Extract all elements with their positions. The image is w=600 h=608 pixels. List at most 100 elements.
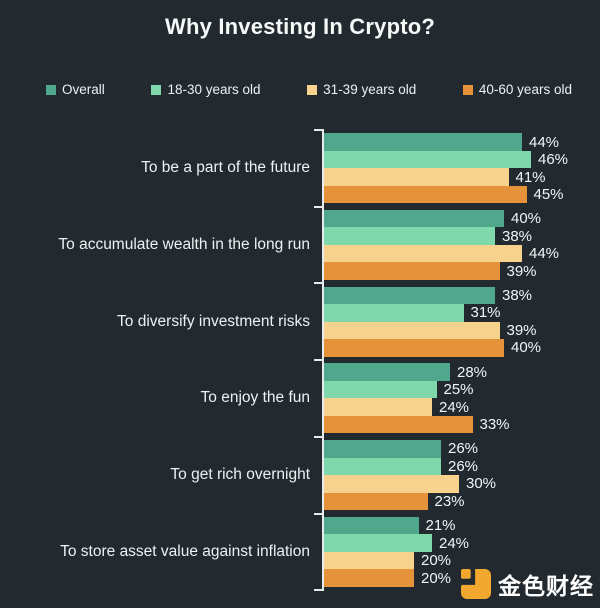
category-label: To be a part of the future — [141, 159, 310, 177]
value-label: 24% — [439, 398, 470, 416]
value-label: 40% — [511, 210, 542, 228]
axis-tick — [314, 129, 324, 131]
bar-group: To be a part of the future 44% 46% 41% 45% — [0, 130, 600, 207]
axis-tick — [314, 359, 324, 362]
watermark-text: 金色财经 — [498, 573, 594, 599]
bar-row: 39% — [324, 321, 541, 340]
bar-row: 20% — [324, 569, 469, 587]
legend-label: 40-60 years old — [478, 82, 572, 97]
bar-row: 46% — [324, 150, 569, 169]
legend-item: 40-60 years old — [462, 82, 572, 97]
bar — [324, 363, 450, 381]
bar — [324, 569, 414, 587]
bar-row: 44% — [324, 133, 568, 151]
bar — [324, 150, 531, 169]
bar-row: 20% — [324, 551, 469, 570]
value-label: 38% — [502, 227, 533, 245]
axis-tick — [314, 282, 324, 285]
legend-item: Overall — [46, 82, 105, 97]
value-label: 20% — [421, 569, 452, 587]
axis-tick — [314, 435, 324, 438]
bar — [324, 168, 509, 186]
legend-label: 31-39 years old — [323, 82, 417, 97]
bar-row: 26% — [324, 457, 496, 476]
bar — [324, 551, 414, 570]
bar — [324, 286, 495, 305]
value-label: 31% — [470, 304, 501, 322]
bar — [324, 209, 504, 228]
bar-stack: 28% 25% 24% 33% — [324, 363, 510, 434]
category-label: To diversify investment risks — [117, 312, 310, 330]
bar — [324, 133, 522, 151]
value-label: 39% — [506, 321, 537, 339]
legend-swatch-icon — [46, 84, 56, 95]
value-label: 21% — [425, 517, 456, 535]
bar — [324, 339, 504, 357]
bar — [324, 227, 495, 245]
bar-stack: 40% 38% 44% 39% — [324, 209, 560, 280]
bar-group: To diversify investment risks 38% 31% 39% 40… — [0, 283, 600, 360]
legend-swatch-icon — [462, 84, 473, 95]
bar — [324, 492, 428, 511]
bar — [324, 516, 419, 535]
bar-row: 26% — [324, 440, 496, 458]
legend-label: 18-30 years old — [167, 82, 261, 97]
value-label: 33% — [479, 416, 510, 434]
bar-group: To get rich overnight 26% 26% 30% 23% — [0, 437, 600, 514]
bar — [324, 440, 441, 458]
bar — [324, 185, 527, 204]
bar-row: 24% — [324, 398, 510, 416]
legend-swatch-icon — [151, 84, 162, 95]
value-label: 41% — [515, 168, 546, 186]
bar-row: 21% — [324, 516, 469, 535]
bar-row: 25% — [324, 380, 510, 399]
value-label: 30% — [466, 475, 497, 493]
bar — [324, 398, 432, 416]
bar-stack: 44% 46% 41% 45% — [324, 133, 569, 204]
value-label: 25% — [443, 381, 474, 399]
bar-group: To store asset value against inflation 21… — [0, 514, 600, 591]
legend-swatch-icon — [307, 84, 318, 95]
legend: Overall 18-30 years old 31-39 years old 40-… — [46, 82, 572, 97]
value-label: 40% — [511, 339, 542, 357]
bar — [324, 380, 437, 399]
category-label: To get rich overnight — [170, 466, 310, 484]
value-label: 28% — [457, 363, 488, 381]
value-label: 44% — [529, 245, 560, 263]
category-label: To store asset value against inflation — [60, 542, 310, 560]
bar-row: 44% — [324, 244, 560, 263]
bar-stack: 26% 26% 30% 23% — [324, 440, 496, 511]
bar-row: 38% — [324, 227, 559, 245]
bar-row: 30% — [324, 475, 496, 493]
bar-group: To enjoy the fun 28% 25% 24% 33% — [0, 360, 600, 437]
bar — [324, 415, 473, 434]
axis-tick — [314, 512, 324, 515]
chart-plot: To be a part of the future 44% 46% 41% 45% To… — [0, 129, 600, 592]
chart-title: Why Investing In Crypto? — [164, 14, 436, 39]
value-label: 38% — [502, 286, 533, 304]
bar-stack: 38% 31% 39% 40% — [324, 286, 542, 357]
watermark: 金色财经 — [461, 567, 594, 601]
bar-row: 38% — [324, 286, 541, 305]
legend-item: 31-39 years old — [307, 82, 416, 97]
bar-row: 39% — [324, 262, 559, 280]
value-label: 26% — [448, 457, 479, 475]
bar-stack: 21% 24% 20% 20% — [324, 516, 470, 587]
bar-row: 33% — [324, 415, 510, 434]
bar — [324, 321, 500, 340]
axis-tick — [314, 589, 324, 592]
bar-row: 28% — [324, 363, 510, 381]
legend-item: 18-30 years old — [151, 82, 261, 97]
value-label: 44% — [529, 133, 560, 151]
jinse-finance-logo-icon — [461, 569, 491, 599]
value-label: 39% — [506, 262, 537, 280]
value-label: 24% — [439, 534, 470, 552]
bar-row: 31% — [324, 304, 541, 322]
bar-row: 40% — [324, 209, 559, 228]
bar — [324, 244, 522, 263]
value-label: 20% — [421, 552, 452, 570]
value-label: 46% — [538, 151, 569, 169]
axis-tick — [314, 205, 324, 208]
bar-row: 41% — [324, 168, 568, 186]
